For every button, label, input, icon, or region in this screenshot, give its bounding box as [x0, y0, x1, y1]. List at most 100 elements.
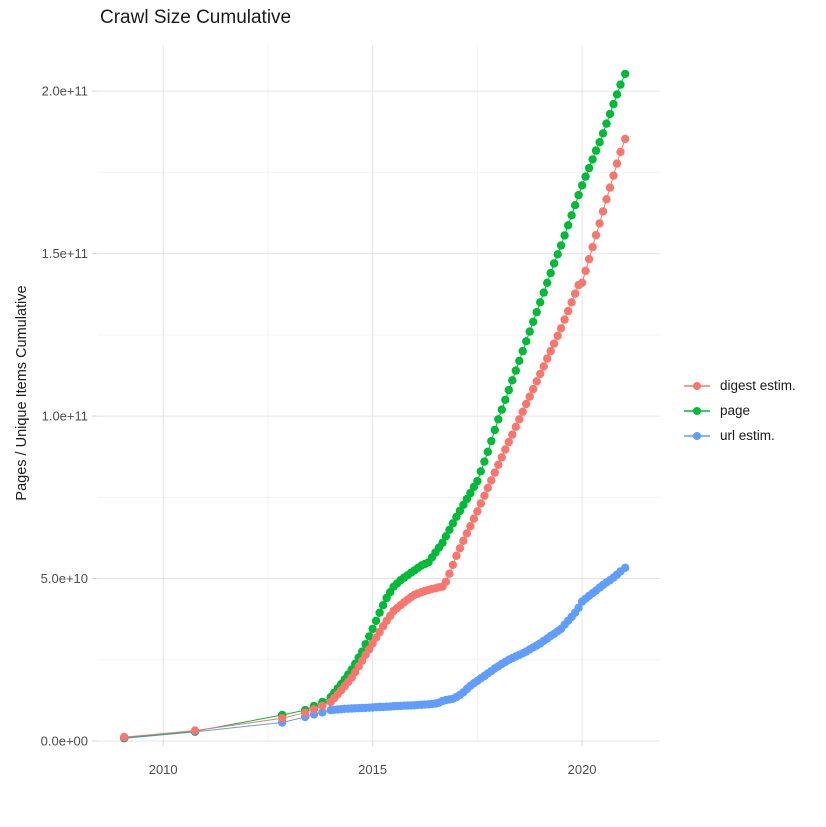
- data-point-page: [441, 532, 451, 541]
- data-point-page: [598, 129, 608, 138]
- data-point-digest-estim: [563, 306, 573, 316]
- data-point-digest-estim: [476, 499, 485, 508]
- legend-label: url estim.: [720, 428, 775, 443]
- data-point-page: [368, 624, 377, 634]
- legend-key-page-icon: [684, 406, 710, 415]
- data-point-digest-estim: [556, 324, 566, 333]
- x-axis-tick-label: 2010: [149, 762, 178, 777]
- data-point-page: [529, 317, 538, 326]
- data-point-page: [480, 457, 489, 466]
- y-axis-tick-label: 1.5e+11: [42, 246, 88, 261]
- data-point-url-estim: [574, 603, 583, 612]
- data-point-digest-estim: [621, 134, 630, 144]
- data-point-digest-estim: [546, 346, 555, 356]
- data-point-page: [605, 109, 615, 119]
- data-point-digest-estim: [560, 315, 569, 324]
- data-point-digest-estim: [501, 445, 510, 454]
- data-point-page: [476, 467, 485, 476]
- data-point-page: [539, 288, 548, 297]
- data-point-digest-estim: [539, 362, 548, 371]
- data-point-digest-estim: [553, 331, 562, 340]
- data-point-digest-estim: [490, 468, 499, 477]
- data-point-digest-estim: [120, 732, 129, 742]
- data-point-digest-estim: [595, 219, 604, 228]
- data-point-digest-estim: [581, 266, 590, 275]
- data-point-page: [553, 250, 562, 259]
- data-point-page: [483, 447, 492, 456]
- y-axis-tick-label: 1.0e+11: [42, 409, 88, 424]
- series-line-digest-estim: [124, 138, 626, 738]
- data-point-page: [525, 327, 534, 336]
- legend-label: digest estim.: [720, 378, 796, 393]
- data-point-page: [473, 476, 482, 486]
- data-point-page: [581, 172, 590, 181]
- data-point-digest-estim: [609, 171, 618, 180]
- data-point-page: [445, 525, 454, 534]
- data-point-digest-estim: [591, 230, 601, 240]
- data-point-digest-estim: [480, 491, 489, 500]
- data-point-page: [532, 307, 541, 317]
- data-point-digest-estim: [278, 714, 287, 723]
- data-point-page: [487, 436, 496, 446]
- legend-item-digest-estim: digest estim.: [683, 378, 796, 393]
- data-point-page: [612, 90, 622, 99]
- data-point-digest-estim: [525, 392, 534, 401]
- legend-label: page: [720, 403, 751, 418]
- data-point-digest-estim: [532, 377, 541, 386]
- data-point-digest-estim: [459, 536, 468, 545]
- data-point-page: [609, 99, 618, 109]
- data-point-page: [621, 69, 630, 79]
- data-point-page: [501, 395, 510, 404]
- data-point-digest-estim: [445, 569, 454, 578]
- data-point-page: [602, 119, 611, 128]
- legend-item-url-estim: url estim.: [683, 428, 796, 443]
- data-point-page: [560, 231, 569, 240]
- data-point-digest-estim: [469, 514, 479, 523]
- data-point-url-estim: [318, 708, 327, 717]
- data-point-digest-estim: [441, 577, 451, 586]
- data-point-digest-estim: [602, 195, 611, 204]
- data-point-digest-estim: [543, 354, 552, 363]
- legend-item-page: page: [683, 403, 796, 418]
- data-point-digest-estim: [598, 207, 608, 216]
- data-point-digest-estim: [473, 507, 482, 516]
- data-point-page: [536, 298, 545, 307]
- data-point-url-estim: [621, 563, 630, 572]
- data-point-page: [588, 155, 597, 164]
- data-point-digest-estim: [301, 708, 310, 717]
- y-axis-tick-label: 2.0e+11: [42, 84, 88, 99]
- data-point-digest-estim: [466, 522, 475, 531]
- data-point-page: [466, 488, 475, 498]
- chart-title: Crawl Size Cumulative: [100, 7, 292, 28]
- data-point-digest-estim: [487, 476, 496, 485]
- legend-key-digest-icon: [684, 381, 710, 390]
- data-point-digest-estim: [536, 369, 545, 378]
- legend: digest estim. page url estim.: [683, 378, 796, 443]
- data-point-page: [511, 366, 520, 375]
- x-axis-tick-label: 2015: [358, 762, 387, 777]
- data-point-page: [567, 211, 576, 220]
- data-point-digest-estim: [570, 289, 580, 298]
- data-point-digest-estim: [455, 544, 465, 553]
- data-point-digest-estim: [448, 560, 458, 570]
- data-point-page: [522, 337, 531, 346]
- data-point-page: [616, 80, 625, 89]
- data-point-page: [378, 601, 388, 610]
- data-point-page: [371, 616, 381, 625]
- data-point-page: [504, 385, 513, 395]
- data-point-digest-estim: [588, 242, 597, 252]
- data-point-digest-estim: [483, 483, 492, 493]
- y-axis-tick-label: 5.0e+10: [41, 571, 88, 586]
- data-point-digest-estim: [511, 422, 520, 431]
- data-point-digest-estim: [504, 437, 513, 447]
- data-point-page: [375, 608, 384, 617]
- data-point-page: [508, 376, 517, 385]
- data-point-digest-estim: [318, 701, 327, 711]
- x-axis-tick-label: 2020: [568, 762, 597, 777]
- data-point-page: [546, 268, 555, 278]
- data-point-digest-estim: [452, 551, 461, 560]
- data-point-page: [591, 146, 601, 155]
- data-point-page: [595, 138, 604, 147]
- data-point-digest-estim: [549, 339, 559, 348]
- data-point-page: [455, 506, 465, 516]
